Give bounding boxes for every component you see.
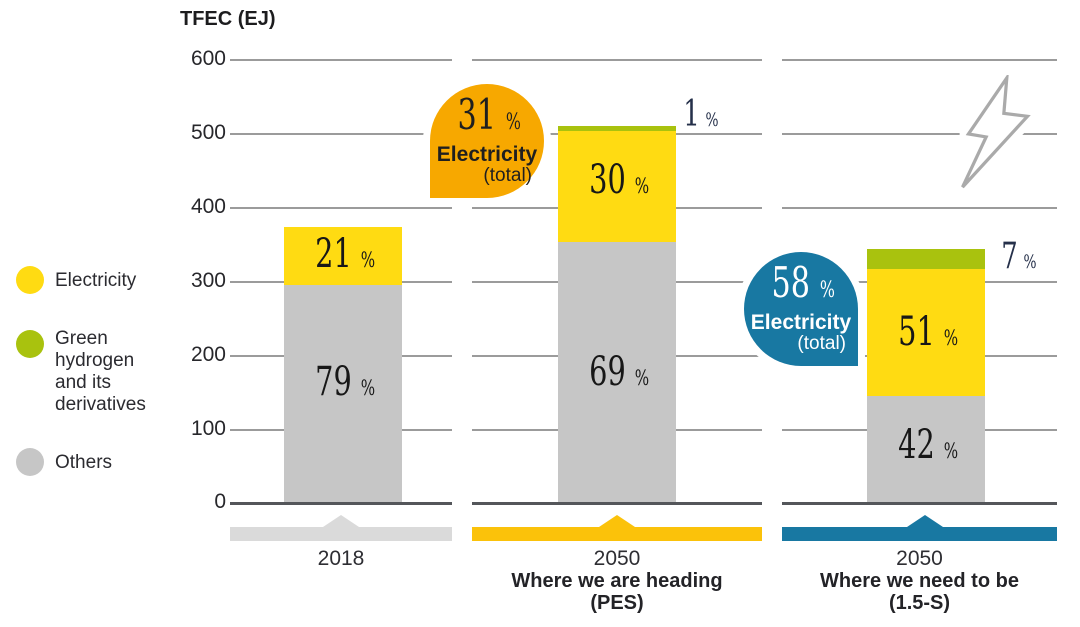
- callout-15s-electricity-total: 58% Electricity (total): [744, 252, 858, 366]
- bar-2018-others-segment: [284, 285, 402, 502]
- gridline: [230, 207, 452, 209]
- x-label-2018: 2018: [230, 548, 452, 570]
- zero-axis-line: [472, 502, 762, 505]
- bar-2018-electricity-pct: 21%: [284, 234, 402, 280]
- x-strip-2018-pointer: [323, 515, 359, 527]
- pct-value: 1: [683, 94, 700, 135]
- gridline: [782, 133, 1057, 135]
- bar-pes-electricity-segment: [558, 131, 676, 242]
- pct-value: 30: [588, 157, 626, 203]
- gridline: [472, 59, 762, 61]
- callout-value: 31%: [450, 90, 524, 142]
- bar-15s-electricity-pct: 51%: [867, 312, 985, 358]
- bar-15s-electricity-segment: [867, 269, 985, 396]
- bar-pes-hydrogen-pct: 1%: [680, 96, 721, 138]
- bar-pes-others-segment: [558, 242, 676, 502]
- legend-label-green-hydrogen: Green hydrogen and its derivatives: [55, 328, 146, 415]
- percent-sign: %: [361, 376, 376, 400]
- bar-15s-hydrogen-segment: [867, 249, 985, 269]
- bar-2018-electricity-segment: [284, 227, 402, 285]
- lightning-bolt-icon: [953, 75, 1037, 193]
- percent-sign: %: [635, 366, 650, 390]
- bar-pes-others-pct: 69%: [558, 352, 676, 398]
- pct-value: 79: [314, 359, 352, 405]
- y-tick-300: 300: [190, 269, 226, 292]
- callout-number: 58: [771, 258, 810, 307]
- callout-label: Electricity: [750, 311, 852, 334]
- pct-value: 51: [897, 309, 935, 355]
- y-tick-500: 500: [190, 121, 226, 144]
- pct-value: 21: [314, 231, 352, 277]
- percent-sign: %: [944, 326, 959, 350]
- x-label-year: 2018: [317, 547, 365, 570]
- percent-sign: %: [944, 439, 959, 463]
- gridline: [782, 207, 1057, 209]
- percent-sign: %: [506, 110, 522, 135]
- x-label-year: 2050: [896, 547, 943, 570]
- percent-sign: %: [1023, 251, 1037, 273]
- percent-sign: %: [705, 109, 719, 131]
- callout-sublabel: (total): [483, 165, 532, 186]
- callout-value: 58%: [764, 258, 838, 310]
- bar-15s-hydrogen-pct: 7%: [998, 238, 1039, 280]
- legend-label-electricity: Electricity: [55, 270, 137, 291]
- legend-swatch-green-hydrogen: [16, 330, 44, 358]
- x-label-15s: 2050 Where we need to be (1.5-S): [782, 547, 1057, 615]
- percent-sign: %: [361, 248, 376, 272]
- gridline: [230, 59, 452, 61]
- x-strip-15s: [782, 527, 1057, 541]
- x-strip-pes-pointer: [599, 515, 635, 527]
- x-label-scenario-code: (1.5-S): [888, 592, 951, 614]
- chart-title: TFEC (EJ): [180, 8, 276, 30]
- legend-swatch-electricity: [16, 266, 44, 294]
- bar-2018-others-pct: 79%: [284, 362, 402, 408]
- callout-pes-electricity-total: 31% Electricity (total): [430, 84, 544, 198]
- legend-swatch-others: [16, 448, 44, 476]
- pct-value: 69: [588, 349, 626, 395]
- y-tick-400: 400: [190, 195, 226, 218]
- zero-axis-line: [230, 502, 452, 505]
- x-label-pes: 2050 Where we are heading (PES): [472, 547, 762, 615]
- bar-pes-hydrogen-segment: [558, 126, 676, 131]
- callout-sublabel: (total): [797, 333, 846, 354]
- x-strip-pes: [472, 527, 762, 541]
- y-tick-100: 100: [190, 417, 226, 440]
- callout-number: 31: [457, 90, 496, 139]
- gridline: [230, 133, 452, 135]
- legend-label-others: Others: [55, 452, 113, 473]
- x-label-scenario: Where we are heading: [511, 570, 723, 592]
- zero-axis-line: [782, 502, 1057, 505]
- x-strip-15s-pointer: [907, 515, 943, 527]
- bar-15s-others-segment: [867, 396, 985, 502]
- y-tick-600: 600: [190, 47, 226, 70]
- percent-sign: %: [635, 174, 650, 198]
- x-label-scenario-code: (PES): [590, 592, 644, 614]
- gridline: [782, 59, 1057, 61]
- pct-value: 42: [897, 422, 935, 468]
- x-strip-2018: [230, 527, 452, 541]
- pct-value: 7: [1001, 236, 1018, 277]
- x-label-year: 2050: [593, 547, 641, 570]
- callout-label: Electricity: [436, 143, 538, 166]
- bar-pes-electricity-pct: 30%: [558, 160, 676, 206]
- bar-15s-others-pct: 42%: [867, 425, 985, 471]
- y-tick-200: 200: [190, 343, 226, 366]
- percent-sign: %: [820, 278, 836, 303]
- y-tick-0: 0: [214, 490, 226, 513]
- x-label-scenario: Where we need to be: [820, 570, 1019, 592]
